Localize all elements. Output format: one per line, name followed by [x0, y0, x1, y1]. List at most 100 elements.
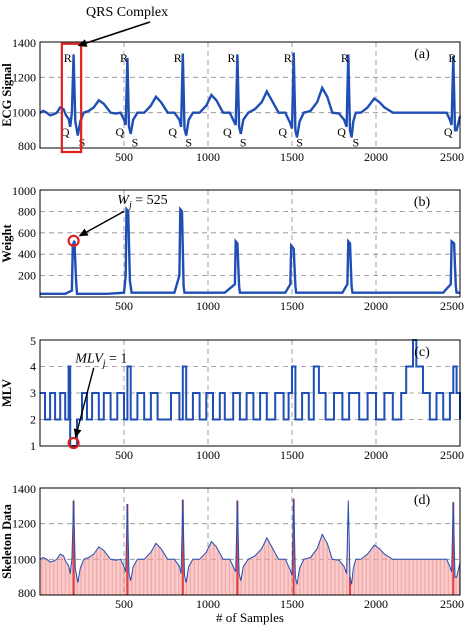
ecg-grid	[40, 42, 460, 148]
ecg-wave-label-q: Q	[168, 125, 177, 139]
ecg-wave-label-q: Q	[223, 125, 232, 139]
ecg-wave-label-r: R	[448, 51, 456, 65]
skeleton-xtick-label: 2000	[364, 597, 388, 611]
skeleton-xtick-label: 500	[115, 597, 133, 611]
ecg-wave-label-r: R	[284, 51, 292, 65]
qrs-complex-callout: QRS Complex	[86, 5, 168, 20]
skeleton-ytick-label: 1000	[12, 552, 36, 566]
ecg-ytick-label: 1200	[12, 70, 36, 84]
skeleton-stems	[39, 498, 460, 595]
ecg-panel-tag: (a)	[414, 47, 430, 62]
weight-callout-suffix: = 525	[132, 193, 168, 208]
ecg-xtick-label: 500	[115, 150, 133, 164]
weight-xtick-label: 1500	[280, 299, 304, 313]
weight-ytick-label: 600	[18, 226, 36, 240]
mlv-callout-suffix: = 1	[106, 352, 128, 367]
mlv-line	[40, 339, 461, 447]
weight-y-axis-label: Weight	[0, 224, 14, 263]
ecg-wave-label-q: Q	[278, 125, 287, 139]
mlv-x-ticks: 500 1000 1500 2000 2500	[115, 448, 464, 462]
skeleton-ytick-label: 1400	[12, 482, 36, 496]
skeleton-ytick-label: 1200	[12, 517, 36, 531]
ecg-xtick-label: 2000	[364, 150, 388, 164]
ecg-wave-label-r: R	[341, 51, 349, 65]
mlv-callout: MLVj = 1	[74, 352, 127, 370]
x-axis-label: # of Samples	[216, 610, 284, 625]
mlv-callout-sub: j	[101, 359, 106, 370]
ecg-wave-label-s: S	[240, 136, 247, 150]
ecg-y-axis-label: ECG Signal	[0, 63, 14, 127]
mlv-y-ticks: 1 2 3 4 5	[30, 334, 36, 453]
ecg-wave-label-q: Q	[115, 125, 124, 139]
mlv-callout-prefix: MLV	[74, 352, 104, 367]
mlv-ytick-label: 3	[30, 386, 36, 400]
ecg-wave-label-q: Q	[444, 125, 453, 139]
ecg-ytick-label: 800	[18, 139, 36, 153]
ecg-line	[39, 52, 462, 138]
weight-callout-arrow	[78, 210, 125, 237]
weight-ytick-label: 800	[18, 204, 36, 218]
ecg-wave-label-r: R	[64, 51, 72, 65]
ecg-xtick-label: 2500	[440, 150, 464, 164]
skeleton-line	[39, 498, 461, 585]
skeleton-xtick-label: 1500	[280, 597, 304, 611]
mlv-xtick-label: 2500	[440, 448, 464, 462]
mlv-xtick-label: 1000	[196, 448, 220, 462]
weight-grid	[40, 190, 460, 297]
mlv-panel-tag: (c)	[414, 345, 430, 360]
ecg-wave-label-q: Q	[61, 125, 70, 139]
ecg-ytick-label: 1400	[12, 36, 36, 50]
ecg-frame	[39, 41, 461, 149]
ecg-wave-label-r: R	[174, 51, 182, 65]
ecg-wave-label-s: S	[132, 136, 139, 150]
mlv-xtick-label: 2000	[364, 448, 388, 462]
mlv-y-axis-label: MLV	[0, 379, 14, 407]
weight-ytick-label: 400	[18, 247, 36, 261]
weight-x-ticks: 500 1000 1500 2000 2500	[115, 299, 464, 313]
ecg-wave-label-q: Q	[337, 125, 346, 139]
weight-y-ticks: 200 400 600 800 1000	[12, 184, 36, 283]
ecg-y-ticks: 800 1000 1200 1400	[12, 36, 36, 153]
mlv-panel: 1 2 3 4 5 500 1000 1500 2000 2500 MLV (c)	[0, 334, 464, 462]
mlv-ytick-label: 1	[30, 439, 36, 453]
mlv-ytick-label: 5	[30, 334, 36, 348]
weight-callout-sub: j	[127, 200, 132, 211]
weight-line	[40, 205, 460, 295]
ecg-ytick-label: 1000	[12, 106, 36, 120]
ecg-wave-label-s: S	[296, 136, 303, 150]
ecg-xtick-label: 1000	[196, 150, 220, 164]
skeleton-y-axis-label: Skeleton Data	[0, 503, 14, 578]
skeleton-frame	[39, 487, 461, 596]
skeleton-y-ticks: 800 1000 1200 1400	[12, 482, 36, 600]
skeleton-xtick-label: 2500	[440, 597, 464, 611]
ecg-wave-label-s: S	[185, 136, 192, 150]
ecg-x-ticks: 500 1000 1500 2000 2500	[115, 150, 464, 164]
skeleton-x-ticks: 500 1000 1500 2000 2500	[115, 597, 464, 611]
mlv-xtick-label: 500	[115, 448, 133, 462]
ecg-xtick-label: 1500	[280, 150, 304, 164]
skeleton-panel: 800 1000 1200 1400 500 1000 1500 2000 2500 Skel…	[0, 482, 464, 611]
weight-xtick-label: 500	[115, 299, 133, 313]
skeleton-xtick-label: 1000	[196, 597, 220, 611]
ecg-wave-label-r: R	[228, 51, 236, 65]
mlv-callout-arrow	[73, 367, 95, 438]
mlv-ytick-label: 4	[30, 360, 36, 374]
mlv-highlight-circle	[67, 436, 80, 450]
weight-panel: 200 400 600 800 1000 500 1000 1500 2000 2500 Wei…	[0, 184, 464, 313]
weight-callout: Wj = 525	[117, 193, 167, 211]
weight-callout-prefix: W	[117, 193, 130, 208]
weight-frame	[39, 189, 461, 298]
mlv-xtick-label: 1500	[280, 448, 304, 462]
weight-xtick-label: 2000	[364, 299, 388, 313]
ecg-wave-label-r: R	[120, 51, 128, 65]
weight-ytick-label: 1000	[12, 184, 36, 198]
weight-xtick-label: 2500	[440, 299, 464, 313]
skeleton-panel-tag: (d)	[414, 493, 431, 508]
ecg-wave-label-s: S	[352, 136, 359, 150]
mlv-frame	[39, 339, 461, 447]
weight-ytick-label: 200	[18, 269, 36, 283]
qrs-highlight-box	[60, 42, 83, 154]
